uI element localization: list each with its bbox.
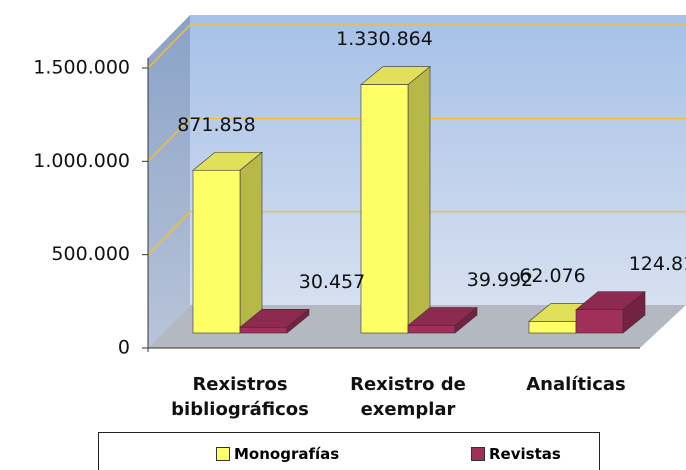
y-tick-label: 1.500.000 [33, 57, 130, 79]
bar [575, 309, 624, 334]
y-tick-label: 1.000.000 [33, 150, 130, 172]
grid-line [147, 210, 686, 256]
legend: Monografías Revistas [98, 432, 600, 470]
back-wall [190, 15, 686, 305]
legend-label: Revistas [489, 445, 561, 463]
data-label: 871.858 [177, 114, 256, 136]
bar [360, 84, 409, 334]
bar [407, 325, 456, 334]
bar [239, 327, 288, 334]
x-tick-label: Rexistro de exemplar [350, 374, 466, 420]
data-label: 1.330.864 [336, 28, 433, 50]
legend-label: Monografías [234, 445, 340, 463]
data-label: 62.076 [519, 265, 585, 287]
x-tick-label: Analíticas [526, 374, 626, 395]
y-tick-label: 0 [118, 337, 130, 359]
bar-side [407, 65, 431, 334]
data-label: 124.816 [629, 253, 686, 275]
grid-line [147, 117, 686, 162]
legend-swatch [216, 447, 230, 461]
data-label: 30.457 [299, 271, 365, 293]
legend-item: Monografías [216, 445, 339, 463]
bar [528, 321, 577, 334]
grid-line [147, 24, 686, 69]
data-label: 39.992 [467, 269, 533, 291]
bar [192, 169, 241, 334]
legend-item: Revistas [471, 445, 561, 463]
legend-swatch [471, 447, 485, 461]
side-wall [148, 15, 190, 348]
x-tick-label: Rexistros bibliográficos [171, 374, 309, 420]
y-tick-label: 500.000 [51, 243, 130, 265]
bar-side [239, 151, 263, 334]
